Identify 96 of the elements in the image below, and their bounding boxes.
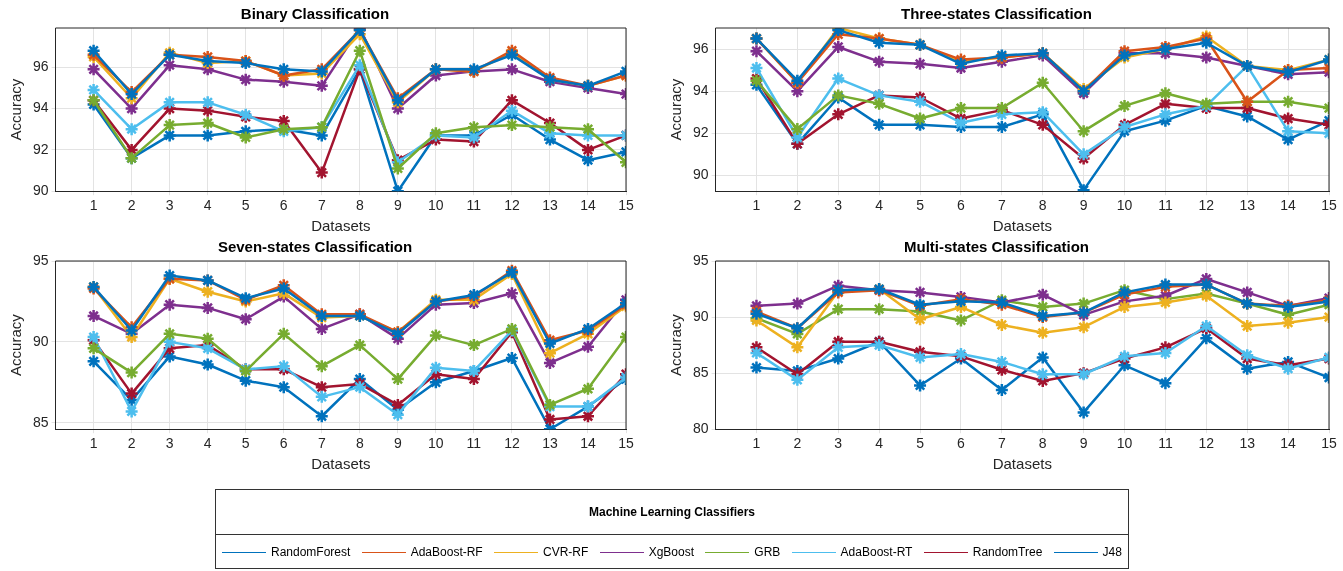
x-tick-label: 14: [580, 435, 596, 452]
x-axis-title: Datasets: [992, 455, 1052, 473]
x-tick-label: 15: [1321, 435, 1337, 452]
legend-label: AdaBoost-RF: [410, 545, 483, 559]
y-tick-label: 95: [32, 251, 49, 268]
y-axis-title: Accuracy: [667, 313, 685, 376]
x-tick-label: 8: [1038, 435, 1047, 452]
y-axis-title: Accuracy: [7, 313, 25, 376]
x-tick-label: 9: [393, 435, 402, 452]
x-tick-label: 13: [542, 435, 558, 452]
x-tick-label: 7: [317, 197, 326, 214]
x-tick-label: 7: [997, 197, 1006, 214]
x-tick-label: 3: [165, 197, 174, 214]
y-tick-label: 85: [32, 413, 49, 430]
x-tick-label: 12: [504, 435, 520, 452]
x-tick-label: 9: [1079, 197, 1088, 214]
x-axis-title: Datasets: [311, 217, 371, 235]
x-tick-label: 4: [875, 197, 884, 214]
x-tick-label: 1: [89, 435, 98, 452]
x-tick-label: 7: [317, 435, 326, 452]
x-tick-label: 6: [279, 197, 288, 214]
x-tick-label: 5: [916, 435, 925, 452]
legend-title: Machine Learning Classifiers: [216, 490, 1128, 535]
x-tick-label: 14: [580, 197, 596, 214]
y-axis-title: Accuracy: [7, 78, 25, 141]
y-axis-title: Accuracy: [667, 78, 685, 141]
x-tick-label: 4: [203, 435, 212, 452]
x-tick-label: 6: [957, 435, 966, 452]
y-tick-label: 90: [692, 166, 709, 183]
x-tick-label: 15: [1321, 197, 1337, 214]
x-tick-label: 13: [542, 197, 558, 214]
x-tick-label: 10: [428, 435, 444, 452]
y-tick-label: 80: [692, 420, 709, 437]
x-tick-label: 12: [1198, 197, 1215, 214]
y-tick-label: 94: [32, 99, 49, 116]
chart-title: Seven-states Classification: [217, 238, 413, 256]
x-tick-label: 8: [1038, 197, 1047, 214]
y-tick-label: 92: [692, 124, 709, 141]
y-tick-label: 95: [692, 251, 709, 268]
x-tick-label: 15: [618, 435, 634, 452]
x-tick-label: 3: [834, 197, 843, 214]
y-tick-label: 90: [32, 182, 49, 199]
x-tick-label: 10: [1116, 197, 1133, 214]
x-tick-label: 9: [1079, 435, 1088, 452]
x-tick-label: 1: [89, 197, 98, 214]
legend-label: AdaBoost-RT: [840, 545, 913, 559]
legend-label: CVR-RF: [543, 545, 589, 559]
x-tick-label: 2: [127, 197, 136, 214]
y-tick-label: 90: [692, 307, 709, 324]
x-tick-label: 5: [241, 197, 250, 214]
chart-title: Three-states Classification: [901, 5, 1092, 23]
x-tick-label: 2: [793, 197, 802, 214]
x-tick-label: 14: [1280, 435, 1297, 452]
legend-label: J48: [1102, 545, 1122, 559]
x-tick-label: 12: [1198, 435, 1215, 452]
x-tick-label: 11: [466, 435, 482, 452]
x-tick-label: 5: [241, 435, 250, 452]
x-tick-label: 3: [165, 435, 174, 452]
x-tick-label: 4: [875, 435, 884, 452]
chart-title: Multi-states Classification: [903, 238, 1090, 256]
x-tick-label: 14: [1280, 197, 1297, 214]
x-tick-label: 12: [504, 197, 520, 214]
x-tick-label: 4: [203, 197, 212, 214]
y-tick-label: 96: [692, 39, 709, 56]
y-tick-label: 90: [32, 332, 49, 349]
x-tick-label: 11: [1158, 435, 1173, 452]
x-tick-label: 10: [1116, 435, 1133, 452]
x-axis-title: Datasets: [992, 217, 1052, 235]
x-tick-label: 6: [279, 435, 288, 452]
legend-label: RandomTree: [972, 545, 1043, 559]
y-tick-label: 85: [692, 363, 709, 380]
legend-label: GRB: [754, 545, 781, 559]
x-tick-label: 10: [428, 197, 444, 214]
x-tick-label: 3: [834, 435, 843, 452]
x-tick-label: 13: [1239, 197, 1256, 214]
x-tick-label: 2: [793, 435, 802, 452]
x-tick-label: 9: [393, 197, 402, 214]
x-tick-label: 6: [957, 197, 966, 214]
x-tick-label: 5: [916, 197, 925, 214]
legend-label: RandomForest: [271, 545, 351, 559]
x-axis-title: Datasets: [311, 455, 371, 473]
x-tick-label: 13: [1239, 435, 1256, 452]
x-tick-label: 8: [355, 435, 364, 452]
y-tick-label: 96: [32, 58, 49, 75]
x-tick-label: 7: [997, 435, 1006, 452]
x-tick-label: 8: [355, 197, 364, 214]
legend-label: XgBoost: [648, 545, 694, 559]
x-tick-label: 1: [752, 197, 761, 214]
x-tick-label: 15: [618, 197, 634, 214]
y-tick-label: 94: [692, 82, 709, 99]
y-tick-label: 92: [32, 140, 49, 157]
x-tick-label: 11: [466, 197, 482, 214]
x-tick-label: 11: [1158, 197, 1173, 214]
x-tick-label: 2: [127, 435, 136, 452]
chart-title: Binary Classification: [240, 5, 390, 23]
x-tick-label: 1: [752, 435, 761, 452]
